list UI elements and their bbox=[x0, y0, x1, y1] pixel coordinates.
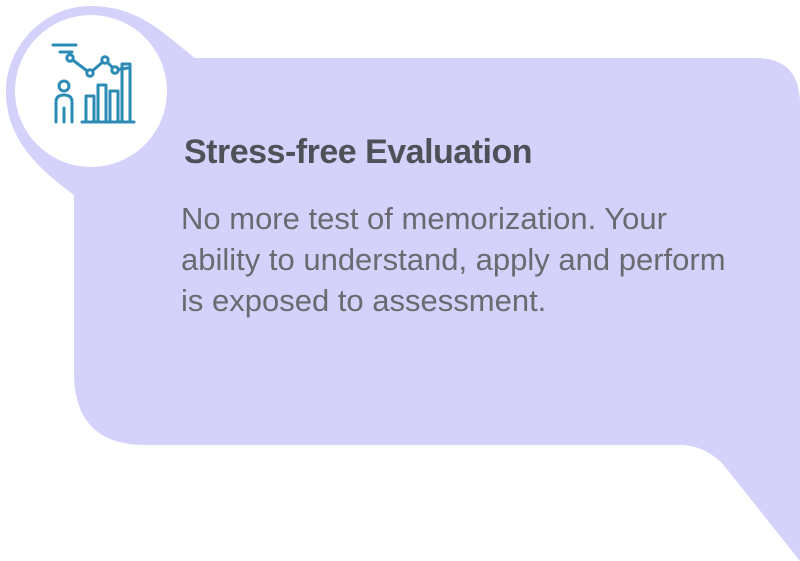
person-growth-chart-icon bbox=[51, 43, 136, 124]
card-description: No more test of memorization. Your abili… bbox=[181, 201, 726, 318]
icon-badge bbox=[15, 15, 167, 167]
card-title: Stress-free Evaluation bbox=[184, 133, 533, 171]
